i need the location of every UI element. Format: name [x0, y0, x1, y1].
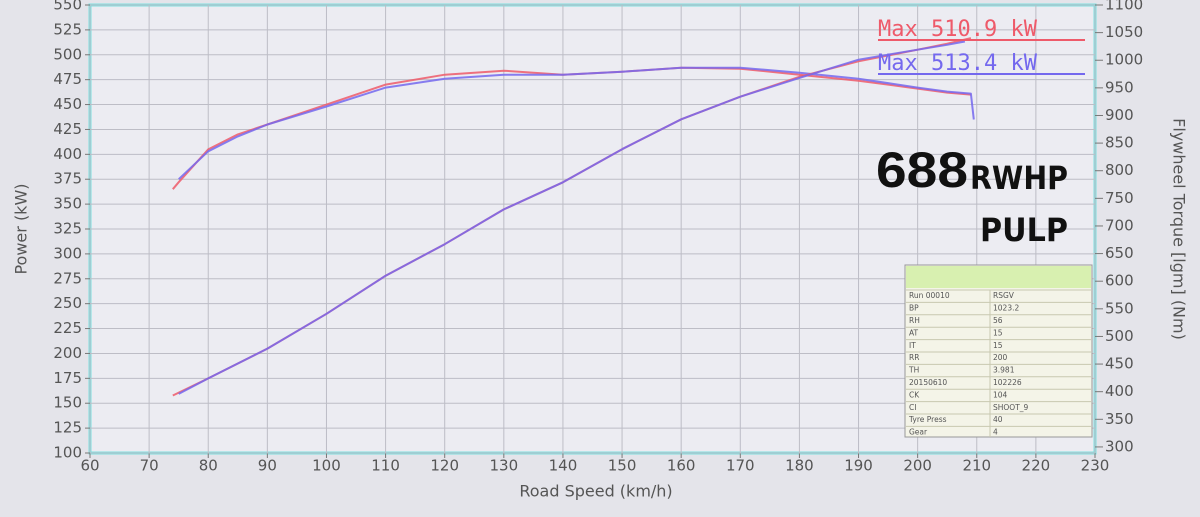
x-tick-label: 170	[726, 457, 755, 475]
x-tick-label: 190	[844, 457, 873, 475]
table-cell: RH	[909, 316, 920, 325]
x-tick-label: 130	[490, 457, 519, 475]
y2-tick-label: 900	[1105, 106, 1134, 124]
table-cell: RR	[909, 353, 919, 362]
y-tick-label: 350	[53, 195, 82, 213]
x-tick-label: 220	[1022, 457, 1051, 475]
table-cell: AT	[909, 328, 919, 337]
y-tick-label: 150	[53, 394, 82, 412]
y-tick-label: 375	[53, 170, 82, 188]
x-tick-label: 100	[312, 457, 341, 475]
lines	[172, 37, 975, 397]
table-cell: Run 00010	[909, 291, 950, 300]
y-tick-label: 250	[53, 294, 82, 312]
x-axis-label: Road Speed (km/h)	[519, 482, 672, 501]
table-header	[906, 266, 1091, 288]
table-cell: 200	[993, 353, 1008, 362]
annotation: PULP	[980, 211, 1068, 249]
y-tick-label: 300	[53, 244, 82, 262]
info-table: Run 00010 RSGV BP 1023.2 RH 56 AT 15 IT 15 RR 200 TH…	[904, 264, 1093, 438]
y2-axis-label: Flywheel Torque [lgm] (Nm)	[1170, 118, 1189, 340]
table-cell: 56	[993, 316, 1003, 325]
y2-tick-label: 400	[1105, 382, 1134, 400]
y2-tick-label: 700	[1105, 216, 1134, 234]
x-tick-label: 180	[785, 457, 814, 475]
y-tick-label: 475	[53, 70, 82, 88]
annotation: 688	[876, 142, 968, 198]
y-tick-label: 275	[53, 269, 82, 287]
table-cell: 15	[993, 328, 1003, 337]
y2-tick-label: 500	[1105, 327, 1134, 345]
table-cell: 3.981	[993, 366, 1015, 375]
x-tick-label: 160	[667, 457, 696, 475]
y2-tick-label: 350	[1105, 410, 1134, 428]
y2-tick-label: 800	[1105, 161, 1134, 179]
y-tick-label: 425	[53, 120, 82, 138]
x-tick-label: 200	[903, 457, 932, 475]
y2-tick-label: 850	[1105, 134, 1134, 152]
y-tick-label: 100	[53, 444, 82, 462]
table-cell: RSGV	[993, 291, 1015, 300]
series-line	[178, 40, 966, 395]
table-cell: TH	[908, 366, 919, 375]
y2-tick-label: 600	[1105, 272, 1134, 290]
table-cell: IT	[909, 341, 916, 350]
y2-tick-label: 750	[1105, 189, 1134, 207]
table-cell: 20150610	[909, 378, 947, 387]
x-tick-label: 140	[549, 457, 578, 475]
y2-tick-label: 450	[1105, 355, 1134, 373]
table-cell: Tyre Press	[908, 415, 947, 424]
table-cell: 15	[993, 341, 1003, 350]
table-cell: 4	[993, 428, 998, 437]
y-tick-label: 550	[53, 0, 82, 14]
x-tick-label: 80	[199, 457, 218, 475]
series-line	[172, 66, 971, 190]
y-tick-label: 500	[53, 45, 82, 63]
y2-tick-label: 650	[1105, 244, 1134, 262]
x-tick-label: 60	[80, 457, 99, 475]
y-tick-label: 225	[53, 319, 82, 337]
x-tick-label: 150	[608, 457, 637, 475]
x-tick-label: 120	[430, 457, 459, 475]
x-tick-label: 230	[1081, 457, 1110, 475]
y2-tick-label: 950	[1105, 78, 1134, 96]
table-cell: 1023.2	[993, 304, 1019, 313]
y2-tick-label: 300	[1105, 437, 1134, 455]
table-cell: BP	[909, 304, 919, 313]
y-tick-label: 400	[53, 145, 82, 163]
table-cell: Gear	[909, 428, 928, 437]
y-axis-label: Power (kW)	[12, 183, 31, 274]
y-tick-label: 450	[53, 95, 82, 113]
y-tick-label: 175	[53, 369, 82, 387]
y-tick-label: 325	[53, 220, 82, 238]
y2-tick-label: 550	[1105, 299, 1134, 317]
max-label: Max 513.4 kW	[878, 51, 1038, 76]
table-frame	[904, 264, 1093, 438]
series-line	[178, 66, 975, 180]
y2-tick-label: 1000	[1105, 51, 1143, 69]
table-cell: 102226	[993, 378, 1022, 387]
x-tick-label: 90	[258, 457, 277, 475]
y2-tick-label: 1050	[1105, 23, 1143, 41]
annotation: RWHP	[970, 159, 1068, 197]
table-cell: SHOOT_9	[993, 403, 1029, 412]
y-tick-label: 525	[53, 20, 82, 38]
x-tick-label: 110	[371, 457, 400, 475]
table-cell: 40	[993, 415, 1003, 424]
grid: 60 70 80 90 100 110 120 130 140 150 160 170 180 190 20…	[53, 0, 1143, 475]
y2-tick-label: 1100	[1105, 0, 1143, 14]
max-label: Max 510.9 kW	[878, 17, 1038, 42]
y-tick-label: 200	[53, 344, 82, 362]
table-cell: CI	[909, 403, 916, 412]
y-tick-label: 125	[53, 419, 82, 437]
table-cell: 104	[993, 390, 1008, 399]
table-cell: CK	[909, 390, 920, 399]
x-tick-label: 70	[140, 457, 159, 475]
x-tick-label: 210	[962, 457, 991, 475]
